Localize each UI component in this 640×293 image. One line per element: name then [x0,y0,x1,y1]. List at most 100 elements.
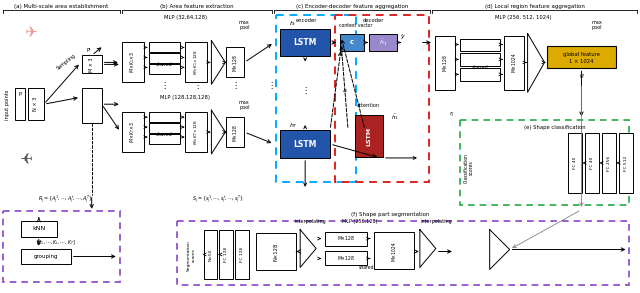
Polygon shape [211,110,225,154]
Text: $R_j=\{A_j^1,\cdots,A_j^t,\cdots,A_j^T\}$: $R_j=\{A_j^1,\cdots,A_j^t,\cdots,A_j^T\}… [38,194,93,206]
Text: FC 256: FC 256 [607,155,611,171]
Polygon shape [490,230,509,270]
Text: global feature: global feature [563,52,600,57]
Text: (e) Shape classification: (e) Shape classification [524,125,586,130]
Text: input points: input points [5,90,10,120]
Text: FC 128: FC 128 [225,247,228,262]
Text: $h_T$: $h_T$ [289,121,298,130]
Bar [435,35,455,90]
Text: context vector: context vector [339,23,372,28]
Text: pool: pool [239,105,250,110]
Bar [355,115,383,157]
Text: max: max [239,100,250,105]
Text: Sampling: Sampling [55,53,76,71]
Bar [220,230,234,279]
Text: decoder: decoder [364,18,385,23]
Text: $M\!\times\!K_T\!\times\!3$: $M\!\times\!K_T\!\times\!3$ [128,121,137,143]
Text: Segmentation
scores: Segmentation scores [187,240,196,271]
Text: $M\!\times\!K_1\!\times\!128$: $M\!\times\!K_1\!\times\!128$ [193,50,200,75]
Bar [460,38,500,52]
Bar [148,42,180,52]
Text: $r_j$: $r_j$ [449,110,454,120]
Text: interpolating: interpolating [421,219,452,224]
Text: ✈: ✈ [24,25,37,40]
Text: P': P' [86,48,91,53]
Text: 1 × 1024: 1 × 1024 [569,59,594,64]
Text: MLP (32,64,128): MLP (32,64,128) [164,15,207,20]
Text: (c) Encoder-decoder feature aggregation: (c) Encoder-decoder feature aggregation [296,4,408,9]
Bar [148,112,180,122]
Bar [148,53,180,63]
Text: M×128: M×128 [442,54,447,71]
Text: pool: pool [239,25,250,30]
Bar [21,248,71,265]
Bar [276,15,356,182]
Bar [3,211,120,282]
Text: $[K_1,\cdots,K_t,\cdots,K_T]$: $[K_1,\cdots,K_t,\cdots,K_T]$ [36,238,76,247]
Text: shared: shared [156,62,173,67]
Bar [21,221,57,236]
Bar [236,230,250,279]
Text: P: P [19,92,22,97]
Text: M×128: M×128 [233,124,238,141]
Text: N×50: N×50 [209,248,212,261]
Bar [82,55,102,73]
Text: ⋮: ⋮ [301,86,309,95]
Bar [148,134,180,144]
Bar [186,112,207,152]
Bar [460,53,500,67]
Text: M×128: M×128 [233,54,238,71]
Text: shared: shared [471,65,488,70]
Bar [256,233,296,270]
Text: $\bar{h}_1$: $\bar{h}_1$ [391,112,399,122]
Text: M×128: M×128 [338,236,355,241]
Text: max: max [591,20,602,25]
Text: a: a [343,88,347,93]
Text: max: max [239,20,250,25]
Polygon shape [527,33,545,92]
Text: (f) Shape part segmentation: (f) Shape part segmentation [351,212,429,217]
Text: MLP (256, 512, 1024): MLP (256, 512, 1024) [495,15,552,20]
Bar [547,47,616,68]
Polygon shape [211,40,225,84]
Bar [227,117,244,147]
Text: $h_t$: $h_t$ [289,19,297,28]
Text: shared: shared [359,265,375,270]
Text: ⋮: ⋮ [193,81,202,90]
Text: ⋮: ⋮ [231,81,239,90]
Bar [460,120,629,205]
Text: encoder: encoder [296,18,317,23]
Text: grouping: grouping [33,254,58,259]
Text: N × 3: N × 3 [33,97,38,111]
Text: N×128: N×128 [274,242,279,261]
Text: ⋮: ⋮ [161,81,169,90]
Text: ⋮: ⋮ [267,81,275,90]
Text: (d) Local region feature aggregation: (d) Local region feature aggregation [484,4,584,9]
Text: $M\!\times\!K_T\!\times\!128$: $M\!\times\!K_T\!\times\!128$ [193,119,200,145]
Text: $S_j=\{s_j^1,\cdots,s_j^t,\cdots,s_j^T\}$: $S_j=\{s_j^1,\cdots,s_j^t,\cdots,s_j^T\}… [193,194,244,206]
Bar [148,64,180,74]
Text: pool: pool [591,25,602,30]
Text: FC 40: FC 40 [573,157,577,169]
Text: M×1024: M×1024 [511,52,516,72]
Text: shared: shared [156,132,173,137]
Bar [280,130,330,158]
Bar [335,15,429,182]
Bar [568,133,582,193]
Text: LSTM: LSTM [294,139,317,149]
Bar [460,68,500,81]
Bar [504,35,524,90]
Bar [602,133,616,193]
Bar [227,47,244,77]
Bar [186,42,207,82]
Bar [374,231,414,270]
Bar [148,123,180,133]
Bar [325,231,367,246]
Text: $M\!\times\!K_1\!\times\!3$: $M\!\times\!K_1\!\times\!3$ [128,51,137,74]
Text: FC 40: FC 40 [591,157,595,169]
Bar [204,230,218,279]
Text: LSTM: LSTM [294,38,317,47]
Text: MLP (128,128,128): MLP (128,128,128) [161,95,211,100]
Bar [122,112,143,152]
Text: FC 512: FC 512 [625,155,628,171]
